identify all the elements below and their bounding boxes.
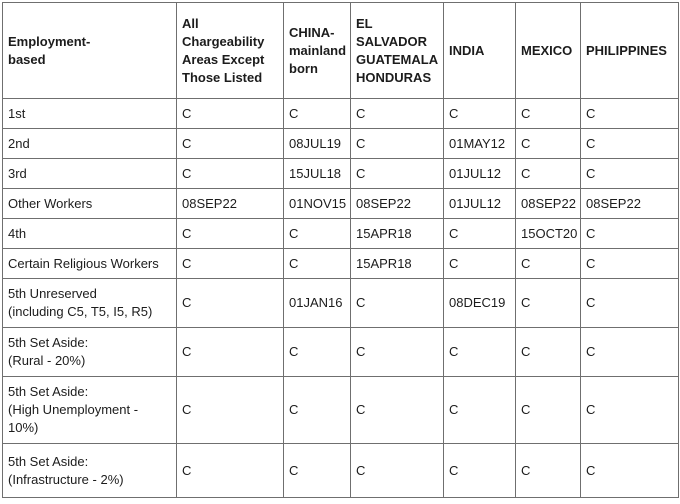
date-cell: C [443,98,516,129]
date-cell: C [350,128,444,159]
date-cell: C [515,327,581,377]
table-row-1st: 1st C C C C C C [2,98,679,129]
date-cell: C [580,376,679,444]
column-header-philippines: PHILIPPINES [580,2,679,99]
row-label: 5th Set Aside: (High Unemployment - 10%) [2,376,177,444]
date-cell: C [443,327,516,377]
column-header-employment-based: Employment- based [2,2,177,99]
date-cell: 01JUL12 [443,188,516,219]
date-cell: 15JUL18 [283,158,351,189]
row-label: Other Workers [2,188,177,219]
date-cell: C [283,327,351,377]
row-label: 5th Set Aside: (Rural - 20%) [2,327,177,377]
date-cell: C [580,218,679,249]
date-cell: C [176,98,284,129]
row-label: 5th Set Aside: (Infrastructure - 2%) [2,443,177,498]
date-cell: C [283,98,351,129]
date-cell: 01MAY12 [443,128,516,159]
date-cell: C [283,443,351,498]
employment-based-visa-table: Employment- based All Chargeability Area… [2,2,679,498]
date-cell: C [515,158,581,189]
date-cell: C [176,218,284,249]
date-cell: 08SEP22 [176,188,284,219]
date-cell: 15APR18 [350,218,444,249]
header-row: Employment- based All Chargeability Area… [2,2,679,99]
date-cell: 01JAN16 [283,278,351,328]
date-cell: C [176,128,284,159]
date-cell: C [350,278,444,328]
column-header-china: CHINA- mainland born [283,2,351,99]
date-cell: C [580,327,679,377]
date-cell: C [580,128,679,159]
date-cell: C [176,327,284,377]
date-cell: C [350,98,444,129]
table-row-2nd: 2nd C 08JUL19 C 01MAY12 C C [2,128,679,159]
date-cell: 08SEP22 [515,188,581,219]
date-cell: C [443,376,516,444]
date-cell: C [176,376,284,444]
date-cell: C [515,443,581,498]
date-cell: C [350,158,444,189]
date-cell: 08DEC19 [443,278,516,328]
date-cell: C [350,376,444,444]
date-cell: C [515,376,581,444]
date-cell: 15OCT20 [515,218,581,249]
row-label: 4th [2,218,177,249]
row-label: Certain Religious Workers [2,248,177,279]
table-row-5th-set-aside-infrastructure: 5th Set Aside: (Infrastructure - 2%) C C… [2,443,679,498]
table-row-certain-religious-workers: Certain Religious Workers C C 15APR18 C … [2,248,679,279]
date-cell: C [580,278,679,328]
date-cell: C [283,218,351,249]
date-cell: C [443,218,516,249]
date-cell: C [515,248,581,279]
table-row-5th-set-aside-rural: 5th Set Aside: (Rural - 20%) C C C C C C [2,327,679,377]
row-label: 3rd [2,158,177,189]
date-cell: C [515,128,581,159]
date-cell: C [580,98,679,129]
date-cell: C [350,327,444,377]
date-cell: 08SEP22 [580,188,679,219]
row-label: 2nd [2,128,177,159]
date-cell: C [580,158,679,189]
date-cell: C [176,443,284,498]
date-cell: C [515,278,581,328]
date-cell: C [515,98,581,129]
date-cell: 01NOV15 [283,188,351,219]
column-header-el-salvador-guatemala-honduras: EL SALVADOR GUATEMALA HONDURAS [350,2,444,99]
row-label: 1st [2,98,177,129]
column-header-all-chargeability: All Chargeability Areas Except Those Lis… [176,2,284,99]
table-row-4th: 4th C C 15APR18 C 15OCT20 C [2,218,679,249]
date-cell: C [350,443,444,498]
row-label: 5th Unreserved (including C5, T5, I5, R5… [2,278,177,328]
column-header-mexico: MEXICO [515,2,581,99]
date-cell: C [580,443,679,498]
table-row-3rd: 3rd C 15JUL18 C 01JUL12 C C [2,158,679,189]
date-cell: C [176,278,284,328]
table-row-other-workers: Other Workers 08SEP22 01NOV15 08SEP22 01… [2,188,679,219]
date-cell: C [443,248,516,279]
date-cell: 08SEP22 [350,188,444,219]
date-cell: C [580,248,679,279]
date-cell: 01JUL12 [443,158,516,189]
date-cell: 15APR18 [350,248,444,279]
date-cell: C [283,248,351,279]
date-cell: C [176,248,284,279]
table-row-5th-unreserved: 5th Unreserved (including C5, T5, I5, R5… [2,278,679,328]
date-cell: 08JUL19 [283,128,351,159]
table-row-5th-set-aside-high-unemployment: 5th Set Aside: (High Unemployment - 10%)… [2,376,679,444]
date-cell: C [176,158,284,189]
column-header-india: INDIA [443,2,516,99]
date-cell: C [443,443,516,498]
date-cell: C [283,376,351,444]
